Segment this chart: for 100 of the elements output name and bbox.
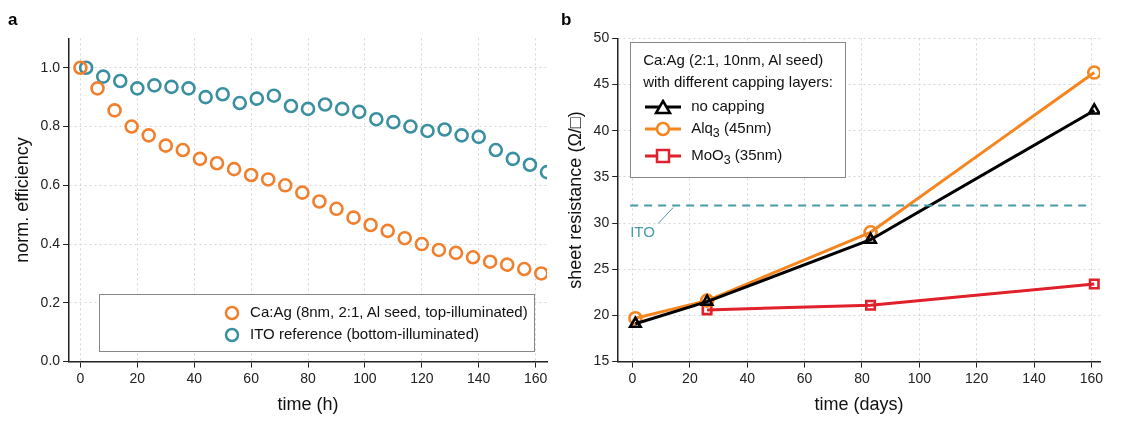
point — [249, 91, 265, 106]
y-axis-title: norm. efficiency — [11, 137, 32, 263]
point — [283, 98, 299, 114]
y-tick-label: 0.2 — [40, 293, 61, 310]
point — [386, 114, 401, 130]
x-tick-label: 120 — [410, 369, 434, 386]
x-tick-label: 140 — [1022, 369, 1046, 386]
point — [243, 167, 259, 183]
point — [431, 242, 447, 258]
point — [351, 104, 367, 120]
point — [329, 201, 344, 217]
x-axis-title: time (days) — [814, 394, 904, 415]
point — [865, 299, 877, 311]
y-tick-label: 25 — [593, 260, 610, 277]
y-tick-label: 1.0 — [40, 58, 61, 75]
point — [1086, 65, 1100, 80]
x-tick-label: 140 — [467, 369, 491, 386]
point — [334, 101, 350, 117]
legend-label: Alq$_{3}$ (45nm) — [691, 119, 772, 141]
x-axis-title: time (h) — [277, 394, 339, 415]
point — [864, 232, 878, 245]
y-axis-title: sheet resistance (Ω/□) — [564, 111, 585, 289]
legend-label: MoO$_{3}$ (35nm) — [691, 146, 783, 168]
point — [124, 119, 139, 134]
x-tick-label: 80 — [854, 369, 870, 386]
y-tick-label: 0.8 — [40, 117, 61, 134]
x-tick-label: 120 — [965, 369, 989, 386]
x-tick-label: 100 — [353, 369, 377, 386]
y-tick-label: 30 — [593, 213, 610, 230]
point — [192, 151, 208, 167]
point — [1088, 278, 1100, 290]
x-tick-label: 20 — [682, 369, 698, 386]
point — [414, 236, 430, 252]
y-tick-label: 50 — [593, 29, 610, 46]
x-tick-label: 160 — [523, 369, 548, 386]
point — [198, 89, 213, 105]
point — [369, 111, 384, 127]
x-tick-label: 60 — [243, 369, 260, 386]
point — [465, 250, 481, 265]
chart-title: a — [8, 9, 18, 29]
point — [505, 151, 521, 167]
point — [215, 86, 230, 102]
point — [488, 142, 504, 158]
x-tick-label: 60 — [796, 369, 813, 386]
x-tick-label: 40 — [186, 369, 203, 386]
point — [277, 178, 293, 193]
point — [73, 60, 88, 76]
point — [141, 128, 157, 143]
x-tick-label: 80 — [300, 369, 317, 386]
point — [209, 155, 225, 171]
x-tick-label: 0 — [76, 369, 85, 386]
point — [95, 69, 111, 84]
point — [90, 81, 105, 96]
x-tick-label: 160 — [1079, 369, 1104, 386]
ref-line-label: ITO — [630, 223, 655, 241]
point — [112, 73, 128, 89]
chart-title: b — [561, 9, 572, 29]
point — [420, 123, 435, 139]
point — [266, 88, 282, 103]
legend-label: ITO reference (bottom-illuminated) — [250, 324, 480, 342]
point — [499, 257, 515, 272]
point — [317, 97, 333, 112]
x-tick-label: 0 — [628, 369, 637, 386]
x-tick-label: 20 — [129, 369, 146, 386]
point — [232, 95, 248, 111]
point — [522, 157, 538, 173]
x-tick-label: 40 — [739, 369, 756, 386]
point — [175, 142, 191, 158]
point — [437, 122, 452, 137]
point — [397, 230, 413, 246]
legend-label: Ca:Ag (8nm, 2:1, Al seed, top-illuminated) — [250, 302, 528, 320]
point — [628, 316, 642, 329]
point — [300, 101, 316, 117]
point — [312, 194, 327, 209]
legend-label: no capping — [691, 97, 765, 115]
x-tick-label: 100 — [907, 369, 932, 386]
point — [164, 79, 179, 95]
point — [471, 129, 487, 145]
point — [346, 210, 361, 225]
point — [260, 172, 276, 187]
point — [147, 78, 162, 93]
point — [226, 161, 242, 177]
point — [181, 81, 196, 96]
y-tick-label: 40 — [593, 121, 610, 138]
point — [130, 81, 145, 96]
point — [295, 185, 310, 200]
y-tick-label: 20 — [593, 306, 610, 323]
point — [454, 128, 469, 143]
y-tick-label: 15 — [593, 352, 610, 369]
y-tick-label: 0.6 — [40, 176, 61, 193]
legend-title: Ca:Ag (2:1, 10nm, Al seed) with different capping layers: — [643, 50, 834, 93]
y-tick-label: 0.0 — [40, 352, 61, 369]
point — [448, 245, 464, 261]
point — [363, 217, 378, 233]
point — [158, 138, 174, 153]
point — [380, 223, 395, 239]
point — [516, 261, 532, 277]
y-tick-label: 0.4 — [40, 234, 61, 251]
point — [107, 103, 122, 118]
y-tick-label: 45 — [593, 75, 610, 92]
